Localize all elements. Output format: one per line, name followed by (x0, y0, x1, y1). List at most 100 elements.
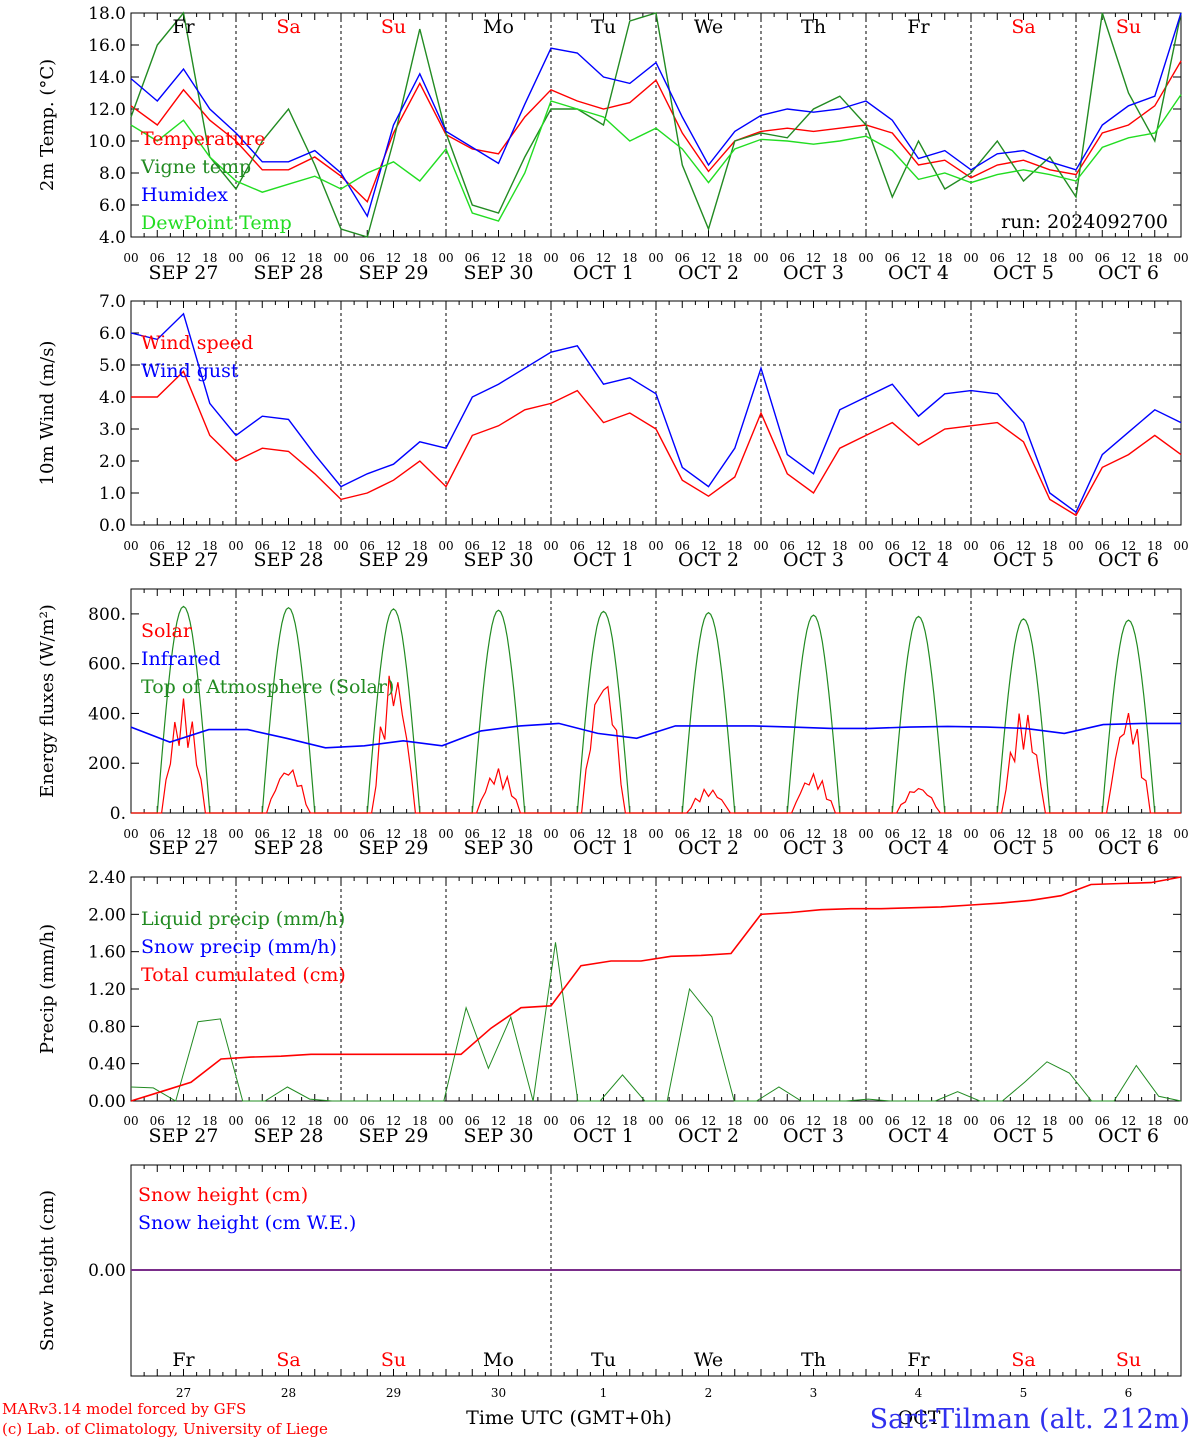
solar-curve (971, 713, 1076, 814)
legend-entry: Total cumulated (cm) (141, 964, 346, 986)
hour-tick-label: 00 (543, 827, 558, 841)
hour-tick-label: 00 (648, 251, 663, 265)
date-label: OCT 5 (993, 1125, 1054, 1147)
hour-tick-label: 18 (307, 827, 322, 841)
hour-tick-label: 06 (465, 1114, 480, 1128)
hour-tick-label: 18 (412, 1114, 427, 1128)
hour-tick-label: 00 (333, 539, 348, 553)
x-axis-title: Time UTC (GMT+0h) (466, 1407, 672, 1429)
day-name: Mo (483, 16, 514, 38)
date-label: OCT 1 (573, 262, 634, 284)
date-label: SEP 27 (149, 837, 219, 859)
hour-tick-label: 00 (1173, 251, 1188, 265)
series-line (130, 312, 1182, 514)
hour-tick-label: 06 (570, 539, 585, 553)
toa-curve (656, 611, 761, 814)
date-label: OCT 5 (993, 549, 1054, 571)
legend-1: Temperature Vigne temp Humidex DewPoint Tem… (140, 128, 292, 234)
hour-tick-label: 12 (911, 827, 926, 841)
hour-tick-label: 06 (990, 827, 1005, 841)
hour-tick-label: 18 (937, 1114, 952, 1128)
hour-tick-label: 00 (228, 251, 243, 265)
hour-tick-label: 06 (990, 251, 1005, 265)
temperature-series (130, 11, 1182, 238)
hour-tick-label: 00 (228, 1114, 243, 1128)
hour-tick-label: 00 (543, 251, 558, 265)
hour-tick-label: 00 (123, 1114, 138, 1128)
hour-tick-label: 18 (202, 251, 217, 265)
y-axis-label: Energy fluxes (W/m²) (37, 604, 58, 798)
hour-tick-label: 00 (1068, 539, 1083, 553)
hour-tick-label: 00 (1173, 827, 1188, 841)
day-number: 1 (600, 1386, 608, 1400)
hour-tick-label: 12 (1016, 1114, 1031, 1128)
hour-tick-label: 12 (386, 1114, 401, 1128)
hour-tick-label: 00 (543, 539, 558, 553)
y-tick-label: 2.0 (99, 452, 126, 472)
solar-curve (131, 698, 236, 814)
hour-tick-label: 12 (1121, 1114, 1136, 1128)
y-tick-label: 400. (88, 704, 126, 724)
toa-curve (341, 608, 446, 814)
legend-entry: Top of Atmosphere (Solar) (141, 676, 394, 698)
hour-tick-label: 12 (1121, 251, 1136, 265)
day-name: Sa (1011, 1349, 1035, 1371)
day-name: Su (1116, 16, 1141, 38)
hour-tick-label: 00 (963, 1114, 978, 1128)
day-number: 29 (386, 1386, 401, 1400)
hour-tick-label: 06 (150, 827, 165, 841)
hour-tick-label: 00 (1068, 251, 1083, 265)
series-line (131, 370, 1182, 517)
hour-tick-label: 00 (438, 251, 453, 265)
hour-tick-label: 00 (123, 827, 138, 841)
y-tick-label: 200. (88, 754, 126, 774)
y-tick-label: 0.00 (88, 1261, 126, 1281)
y-axis-label: Precip (mm/h) (37, 924, 58, 1054)
hour-tick-label: 12 (806, 539, 821, 553)
hour-tick-label: 00 (753, 251, 768, 265)
day-name: Sa (276, 1349, 300, 1371)
precip-series (130, 876, 1182, 1102)
hour-tick-label: 06 (360, 1114, 375, 1128)
date-label: OCT 4 (888, 549, 949, 571)
date-label: OCT 1 (573, 549, 634, 571)
legend-entry: Wind speed (141, 332, 253, 354)
legend-2: Wind speed Wind gust (141, 332, 253, 382)
hour-tick-label: 12 (386, 539, 401, 553)
y-tick-label: 7.0 (99, 292, 126, 312)
legend-4: Liquid precip (mm/h) Snow precip (mm/h) To… (141, 908, 346, 986)
legend-entry: Liquid precip (mm/h) (141, 908, 345, 930)
hour-tick-label: 06 (255, 251, 270, 265)
y-tick-label: 10.0 (88, 132, 126, 152)
hour-tick-label: 18 (622, 1114, 637, 1128)
legend-entry: DewPoint Temp (141, 212, 292, 234)
day-name: Fr (907, 1349, 930, 1371)
day-name: Su (381, 1349, 406, 1371)
hour-tick-label: 00 (753, 827, 768, 841)
series-line (130, 722, 1181, 749)
date-label: SEP 29 (359, 549, 429, 571)
hour-tick-label: 18 (202, 827, 217, 841)
hour-tick-label: 00 (333, 1114, 348, 1128)
station-label: Sart-Tilman (alt. 212m) (870, 1404, 1190, 1435)
hour-tick-label: 18 (412, 251, 427, 265)
day-name: We (694, 16, 723, 38)
hour-tick-label: 00 (648, 827, 663, 841)
hour-tick-label: 18 (307, 1114, 322, 1128)
date-label: OCT 2 (678, 1125, 739, 1147)
date-label: SEP 29 (359, 262, 429, 284)
hour-tick-label: 00 (963, 251, 978, 265)
toa-curve (446, 609, 551, 814)
date-label: OCT 2 (678, 549, 739, 571)
hour-tick-label: 12 (176, 539, 191, 553)
hour-tick-label: 12 (281, 1114, 296, 1128)
hour-tick-label: 18 (727, 539, 742, 553)
hour-tick-label: 12 (806, 251, 821, 265)
hour-tick-label: 00 (858, 827, 873, 841)
date-label: SEP 28 (254, 837, 324, 859)
series-line (130, 11, 1182, 238)
date-label: OCT 4 (888, 1125, 949, 1147)
hour-tick-label: 00 (123, 539, 138, 553)
date-label: SEP 30 (464, 1125, 534, 1147)
